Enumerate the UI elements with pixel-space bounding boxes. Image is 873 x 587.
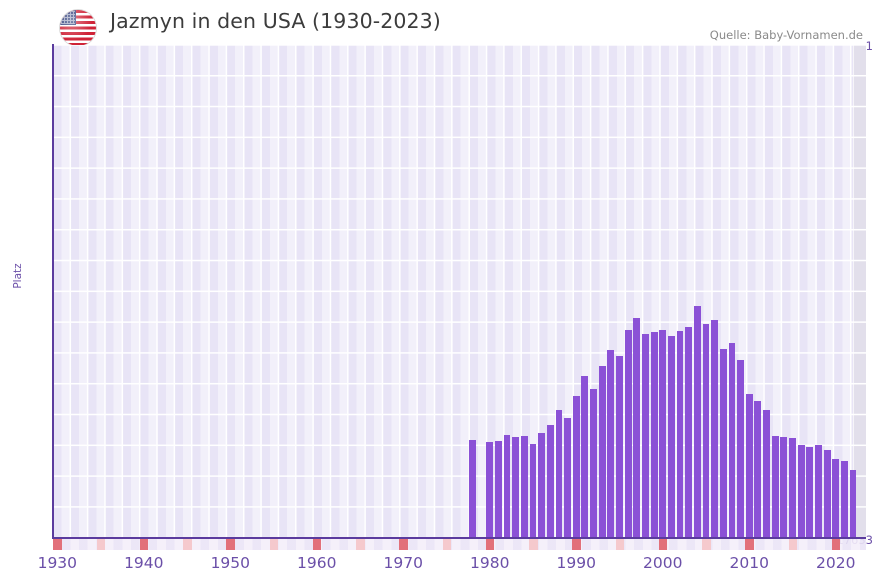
x-tick-marker-1940 (139, 539, 149, 550)
bar-2003 (685, 327, 693, 538)
bar-1997 (633, 318, 641, 538)
bar-2001 (667, 336, 675, 538)
bar-2015 (789, 438, 796, 538)
bar-2017 (806, 447, 814, 538)
x-tick-marker-1945 (183, 539, 192, 550)
x-axis-label-1950: 1950 (210, 554, 251, 572)
x-axis-tick-strip (53, 539, 866, 550)
x-tick-marker-2015 (788, 539, 798, 550)
bar-1978 (469, 440, 476, 538)
x-tick-marker-1990 (572, 539, 581, 550)
bar-2014 (780, 437, 788, 538)
bar-2016 (797, 445, 805, 538)
source-attribution: Quelle: Baby-Vornamen.de (709, 28, 863, 42)
bar-2009 (737, 360, 744, 538)
bar-series (53, 45, 866, 538)
bar-1981 (495, 441, 502, 538)
bar-2006 (711, 320, 719, 538)
x-tick-marker-1960 (312, 539, 322, 550)
x-tick-marker-2010 (745, 539, 754, 550)
y-axis-title: Platz (12, 263, 24, 289)
bar-1996 (624, 330, 632, 538)
x-tick-marker-1975 (442, 539, 452, 550)
bar-1988 (555, 410, 563, 538)
bar-1992 (590, 389, 597, 538)
bar-1991 (581, 376, 589, 538)
bar-2010 (745, 394, 753, 538)
bar-2013 (771, 436, 779, 538)
bar-2022 (849, 470, 857, 538)
x-axis-label-1990: 1990 (556, 554, 596, 572)
flag-canton (60, 10, 76, 25)
x-axis-label-1930: 1930 (37, 554, 78, 572)
x-axis-label-1980: 1980 (470, 554, 510, 572)
x-axis-label-2000: 2000 (643, 554, 683, 572)
bar-1986 (538, 433, 546, 538)
bar-1982 (503, 435, 511, 538)
bar-2002 (676, 331, 684, 538)
bar-1999 (650, 332, 658, 538)
bar-1990 (572, 396, 580, 538)
bar-2018 (815, 445, 822, 538)
x-tick-marker-2000 (658, 539, 668, 550)
bar-2020 (832, 459, 840, 538)
bar-2004 (693, 306, 701, 538)
bar-1993 (598, 366, 606, 538)
bar-1980 (486, 442, 494, 538)
x-tick-marker-2020 (831, 539, 841, 550)
bar-1995 (616, 356, 623, 538)
x-tick-marker-1980 (485, 539, 495, 550)
x-tick-marker-1985 (529, 539, 538, 550)
bar-1998 (642, 334, 649, 538)
bar-1984 (520, 436, 528, 538)
plot-area (53, 45, 866, 538)
x-axis-label-2020: 2020 (815, 554, 856, 572)
bar-1985 (529, 444, 537, 538)
flag-gloss (60, 10, 96, 46)
x-tick-marker-1930 (53, 539, 62, 550)
bar-2012 (763, 410, 770, 538)
chart-header: Jazmyn in den USA (1930-2023) Quelle: Ba… (0, 0, 873, 46)
no-data-region (853, 45, 866, 538)
bar-2000 (659, 330, 667, 538)
x-axis-label-1960: 1960 (297, 554, 337, 572)
x-axis-line (52, 537, 866, 539)
x-tick-marker-1970 (399, 539, 408, 550)
bar-1989 (564, 418, 572, 538)
bar-2008 (728, 343, 736, 538)
x-tick-marker-2005 (702, 539, 711, 550)
us-flag-icon (60, 10, 96, 46)
y-axis-line (52, 44, 54, 539)
bar-2021 (840, 461, 848, 538)
bar-2011 (754, 401, 762, 538)
no-data-grid (853, 45, 866, 538)
x-axis-label-1940: 1940 (124, 554, 164, 572)
x-axis-label-2010: 2010 (729, 554, 769, 572)
page-title: Jazmyn in den USA (1930-2023) (110, 9, 441, 33)
bar-2019 (823, 450, 831, 538)
x-tick-marker-1950 (226, 539, 235, 550)
y-axis-top-label: 1 (865, 39, 873, 53)
x-tick-marker-1955 (269, 539, 279, 550)
bar-1983 (512, 437, 520, 538)
bar-2005 (702, 324, 710, 538)
bar-2007 (719, 349, 727, 538)
x-tick-marker-1995 (615, 539, 625, 550)
bar-1994 (607, 350, 615, 538)
x-tick-marker-1935 (96, 539, 106, 550)
x-tick-marker-1965 (356, 539, 365, 550)
bar-1987 (546, 425, 554, 538)
x-axis-label-1970: 1970 (383, 554, 423, 572)
